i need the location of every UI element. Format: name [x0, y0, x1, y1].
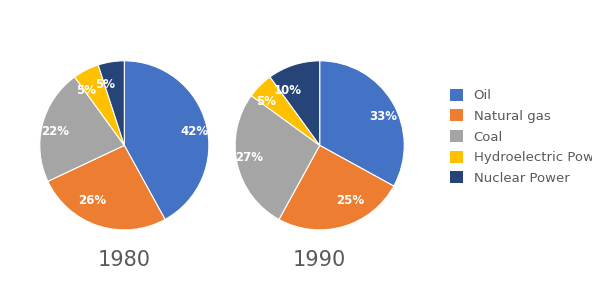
Text: 22%: 22% — [41, 125, 69, 138]
Text: 42%: 42% — [180, 125, 208, 138]
Wedge shape — [124, 61, 209, 219]
Text: 25%: 25% — [336, 194, 364, 207]
Text: 5%: 5% — [95, 78, 115, 91]
Text: 1980: 1980 — [98, 250, 151, 270]
Wedge shape — [98, 61, 124, 145]
Text: 26%: 26% — [78, 194, 107, 207]
Text: 27%: 27% — [236, 151, 263, 164]
Text: 33%: 33% — [369, 110, 397, 123]
Wedge shape — [48, 145, 165, 230]
Wedge shape — [320, 61, 404, 186]
Wedge shape — [279, 145, 394, 230]
Wedge shape — [40, 77, 124, 181]
Text: 5%: 5% — [256, 95, 276, 108]
Text: 1990: 1990 — [293, 250, 346, 270]
Wedge shape — [75, 65, 124, 145]
Wedge shape — [251, 77, 320, 145]
Text: 5%: 5% — [76, 84, 96, 97]
Wedge shape — [270, 61, 320, 145]
Legend: Oil, Natural gas, Coal, Hydroelectric Power, Nuclear Power: Oil, Natural gas, Coal, Hydroelectric Po… — [445, 84, 592, 190]
Text: 10%: 10% — [274, 84, 302, 97]
Wedge shape — [235, 96, 320, 219]
